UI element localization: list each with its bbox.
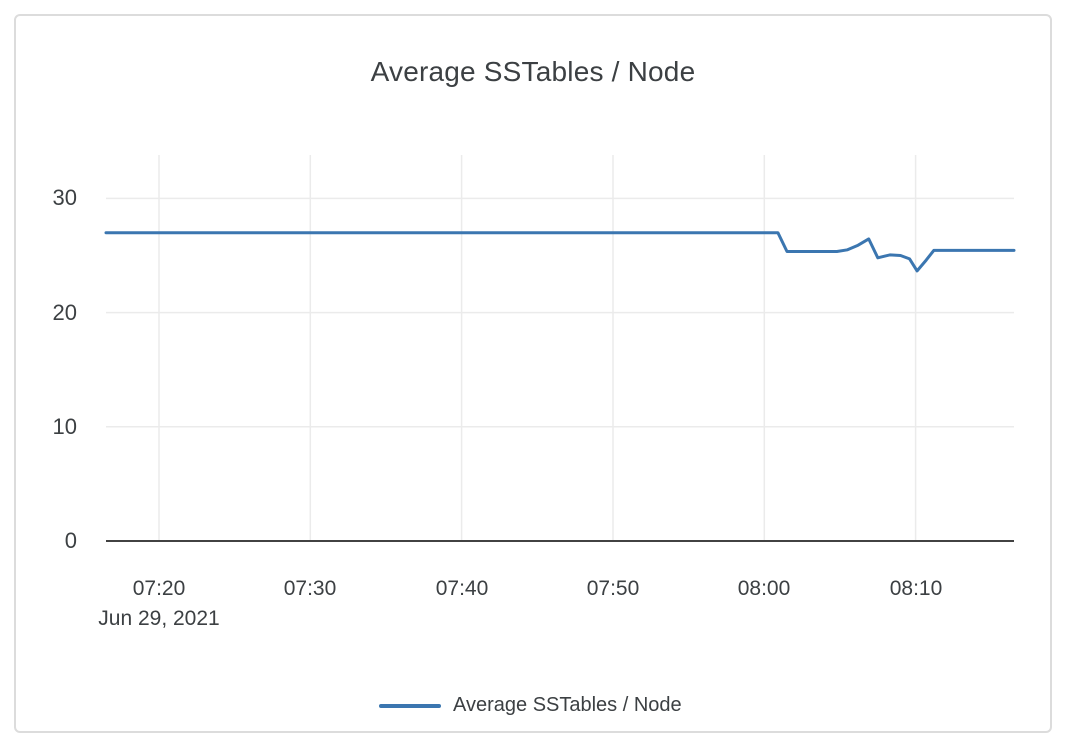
y-axis-tick-label: 10 xyxy=(52,414,77,439)
x-axis-tick-label: 08:10 xyxy=(889,577,943,600)
legend-line-swatch xyxy=(379,703,441,708)
legend-item[interactable]: Average SSTables / Node xyxy=(379,694,682,717)
x-axis-tick-label: 08:00 xyxy=(737,577,791,600)
x-axis-tick-label: 07:30 xyxy=(283,577,337,600)
x-axis-tick-label: 07:40 xyxy=(435,577,489,600)
y-axis-tick-label: 0 xyxy=(64,528,77,553)
y-axis-tick-label: 30 xyxy=(52,185,77,210)
legend: Average SSTables / Node xyxy=(379,694,682,717)
y-axis-tick-label: 20 xyxy=(52,300,77,325)
legend-label: Average SSTables / Node xyxy=(453,694,682,716)
x-axis-date-label: Jun 29, 2021 xyxy=(98,607,220,630)
chart-card: Average SSTables / Node 30 20 10 0 07:20… xyxy=(14,14,1052,733)
chart-plot[interactable] xyxy=(16,16,1050,731)
x-axis-tick-label: 07:50 xyxy=(586,577,640,600)
x-axis-tick-label: 07:20 xyxy=(132,577,186,600)
chart-title: Average SSTables / Node xyxy=(370,56,696,87)
